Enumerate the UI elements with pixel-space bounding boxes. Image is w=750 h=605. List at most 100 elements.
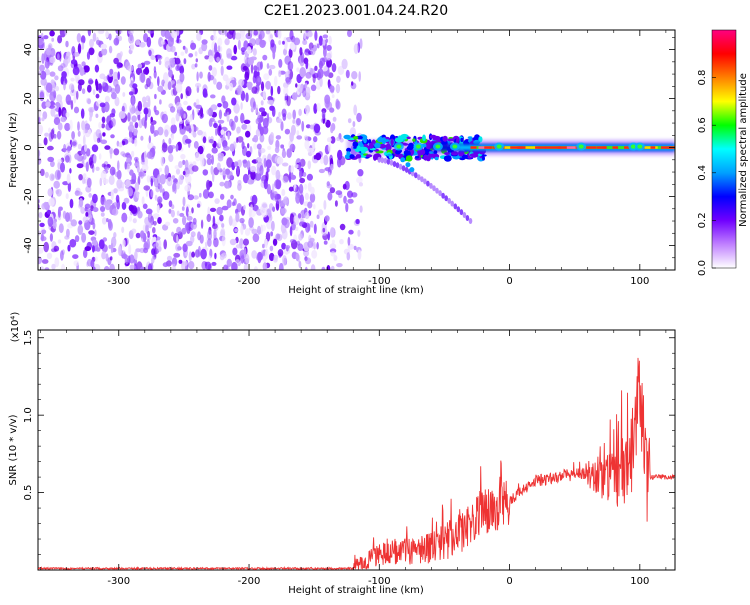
ridge-core-segment	[650, 146, 656, 149]
branch-blob	[377, 156, 382, 163]
noise-blob	[324, 215, 330, 222]
noise-blob	[222, 167, 226, 176]
noise-blob	[267, 145, 272, 150]
noise-blob	[54, 75, 59, 81]
noise-blob	[326, 44, 332, 52]
noise-blob	[272, 206, 276, 212]
noise-blob	[48, 127, 51, 133]
noise-blob	[298, 161, 302, 172]
noise-blob	[153, 177, 159, 188]
noise-blob	[175, 101, 182, 110]
ridge-blob	[381, 137, 387, 145]
noise-blob	[278, 70, 282, 78]
noise-blob	[111, 236, 117, 248]
noise-blob	[98, 239, 105, 250]
noise-blob	[109, 263, 115, 270]
branch-blob	[401, 165, 406, 172]
noise-blob	[104, 145, 111, 150]
noise-blob	[175, 65, 181, 72]
noise-blob	[110, 134, 115, 139]
noise-blob	[288, 186, 294, 192]
noise-blob	[213, 30, 217, 36]
noise-blob	[180, 51, 185, 56]
noise-blob	[101, 251, 106, 260]
noise-blob	[259, 30, 265, 39]
noise-blob	[95, 93, 100, 99]
noise-blob	[299, 177, 306, 184]
noise-blob	[295, 226, 299, 231]
noise-blob	[289, 30, 294, 40]
noise-blob	[178, 174, 184, 185]
noise-blob	[284, 39, 288, 50]
noise-blob	[102, 81, 106, 87]
noise-blob	[322, 227, 326, 233]
noise-blob	[304, 135, 309, 140]
noise-blob	[193, 102, 197, 107]
noise-blob	[49, 233, 54, 242]
noise-blob	[278, 58, 283, 68]
noise-blob	[319, 77, 323, 88]
noise-blob	[299, 169, 303, 179]
ridge-blob	[353, 135, 359, 140]
noise-blob	[88, 214, 92, 223]
noise-blob	[184, 159, 189, 171]
noise-blob	[259, 165, 264, 176]
colorbar-frame	[711, 29, 737, 269]
noise-blob	[72, 141, 77, 147]
noise-blob	[246, 46, 252, 55]
noise-blob	[213, 237, 219, 248]
noise-blob	[285, 77, 291, 83]
noise-blob	[285, 245, 291, 249]
noise-blob	[111, 118, 116, 127]
noise-blob	[114, 96, 120, 107]
noise-blob	[286, 112, 292, 120]
noise-blob	[316, 102, 321, 112]
noise-blob	[44, 171, 49, 178]
noise-blob	[80, 206, 86, 214]
noise-blob	[122, 153, 128, 158]
noise-blob	[146, 175, 151, 183]
noise-blob	[195, 152, 201, 162]
noise-blob	[91, 144, 99, 153]
noise-blob	[278, 111, 281, 118]
noise-blob	[168, 69, 173, 78]
noise-blob	[314, 65, 318, 72]
noise-blob	[39, 91, 45, 102]
noise-blob	[257, 111, 261, 119]
noise-blob	[85, 161, 89, 172]
noise-blob	[243, 238, 249, 246]
noise-blob	[226, 111, 230, 123]
noise-blob	[266, 112, 270, 123]
noise-blob	[275, 169, 281, 181]
noise-blob	[351, 71, 358, 80]
noise-blob	[78, 197, 84, 208]
noise-blob	[140, 230, 145, 239]
ridge-blob	[368, 139, 372, 144]
noise-blob	[249, 38, 256, 47]
noise-blob	[357, 249, 362, 261]
noise-blob	[296, 130, 300, 136]
noise-blob	[147, 230, 151, 238]
noise-blob	[47, 216, 54, 227]
noise-blob	[109, 68, 114, 75]
noise-blob	[127, 65, 134, 72]
noise-blob	[159, 183, 163, 193]
x-tick-label: -300	[107, 576, 130, 587]
noise-blob	[221, 205, 229, 211]
noise-blob	[137, 210, 143, 219]
noise-blob	[290, 165, 294, 173]
noise-blob	[128, 137, 132, 143]
ridge-blob	[429, 134, 437, 139]
noise-blob	[326, 137, 332, 143]
noise-blob	[199, 192, 202, 198]
noise-blob	[259, 39, 266, 48]
noise-blob	[220, 193, 225, 200]
noise-blob	[295, 252, 300, 262]
noise-blob	[318, 209, 324, 216]
noise-blob	[292, 119, 296, 124]
noise-blob	[289, 226, 293, 237]
noise-blob	[65, 40, 69, 48]
noise-blob	[81, 88, 86, 95]
noise-blob	[247, 57, 254, 66]
noise-blob	[162, 191, 170, 201]
